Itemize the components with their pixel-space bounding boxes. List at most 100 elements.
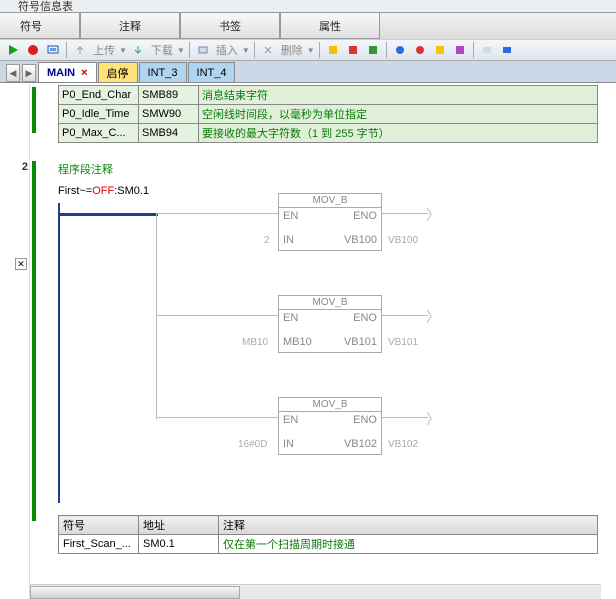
tool-c-icon[interactable] xyxy=(364,41,382,59)
table-row[interactable]: P0_Max_C...SMB94要接收的最大字符数（1 到 255 字节） xyxy=(59,124,598,143)
end-arrow-icon: 〉 xyxy=(426,409,440,429)
cell: SMW90 xyxy=(139,105,199,124)
horizontal-scrollbar[interactable] xyxy=(30,584,601,599)
tab-prev-icon[interactable]: ◀ xyxy=(6,64,20,82)
tool-g-icon[interactable] xyxy=(451,41,469,59)
wire xyxy=(382,315,428,316)
tab-property[interactable]: 属性 xyxy=(280,13,380,39)
separator xyxy=(473,42,474,58)
param-table: P0_End_CharSMB89消息结束字符 P0_Idle_TimeSMW90… xyxy=(58,85,598,143)
end-arrow-icon: 〉 xyxy=(426,205,440,225)
cell: P0_Max_C... xyxy=(59,124,139,143)
pin-eno: ENO xyxy=(353,414,377,426)
symbol-table: 符号 地址 注释 First_Scan_... SM0.1 仅在第一个扫描周期时… xyxy=(58,515,598,554)
delete-dropdown[interactable]: ▼ xyxy=(307,46,315,55)
col-header[interactable]: 注释 xyxy=(219,516,598,535)
file-tab-int3[interactable]: INT_3 xyxy=(139,62,187,82)
insert-dropdown[interactable]: ▼ xyxy=(242,46,250,55)
table-row[interactable]: First_Scan_... SM0.1 仅在第一个扫描周期时接通 xyxy=(59,535,598,554)
monitor-icon[interactable] xyxy=(44,41,62,59)
upload-dropdown[interactable]: ▼ xyxy=(119,46,127,55)
pin-in: IN xyxy=(283,234,294,246)
tool-h-icon[interactable] xyxy=(478,41,496,59)
table-header-row: 符号 地址 注释 xyxy=(59,516,598,535)
download-dropdown[interactable]: ▼ xyxy=(177,46,185,55)
toolbar: 上传 ▼ 下载 ▼ 插入 ▼ 删除 ▼ xyxy=(0,39,616,61)
cell: SMB89 xyxy=(139,86,199,105)
in-value: 2 xyxy=(264,235,270,246)
file-tab-main[interactable]: MAIN× xyxy=(38,62,97,82)
tab-symbol[interactable]: 符号 xyxy=(0,13,80,39)
upload-icon[interactable] xyxy=(71,41,89,59)
tool-b-icon[interactable] xyxy=(344,41,362,59)
play-icon[interactable] xyxy=(4,41,22,59)
table-row[interactable]: P0_End_CharSMB89消息结束字符 xyxy=(59,86,598,105)
table-row[interactable]: P0_Idle_TimeSMW90空闲线时间段，以毫秒为单位指定 xyxy=(59,105,598,124)
wire xyxy=(382,417,428,418)
title-strip: 符号信息表 xyxy=(0,0,616,13)
pin-eno: ENO xyxy=(353,210,377,222)
cell: 空闲线时间段，以毫秒为单位指定 xyxy=(199,105,598,124)
pin-in: IN xyxy=(283,438,294,450)
cell: SM0.1 xyxy=(139,535,219,554)
tool-i-icon[interactable] xyxy=(498,41,516,59)
tab-bookmark[interactable]: 书签 xyxy=(180,13,280,39)
file-tab-int4[interactable]: INT_4 xyxy=(188,62,236,82)
block-title: MOV_B xyxy=(279,398,381,412)
col-header[interactable]: 符号 xyxy=(59,516,139,535)
contact-addr: :SM0.1 xyxy=(114,185,149,197)
contact-text: First~= xyxy=(58,185,92,197)
instruction-block[interactable]: MOV_B ENENO MB10VB101 xyxy=(278,295,382,353)
tab-comment[interactable]: 注释 xyxy=(80,13,180,39)
pin-en: EN xyxy=(283,210,298,222)
separator xyxy=(319,42,320,58)
tab-next-icon[interactable]: ▶ xyxy=(22,64,36,82)
cell: 要接收的最大字符数（1 到 255 字节） xyxy=(199,124,598,143)
pin-en: EN xyxy=(283,414,298,426)
power-rail xyxy=(58,203,60,503)
wire xyxy=(60,213,158,216)
contact-off: OFF xyxy=(92,185,114,197)
instruction-block[interactable]: MOV_B ENENO INVB100 xyxy=(278,193,382,251)
scroll-thumb[interactable] xyxy=(30,586,240,599)
delete-label: 删除 xyxy=(279,42,305,58)
tool-d-icon[interactable] xyxy=(391,41,409,59)
insert-icon[interactable] xyxy=(194,41,212,59)
separator xyxy=(66,42,67,58)
cell: P0_End_Char xyxy=(59,86,139,105)
header-tab-row: 符号 注释 书签 属性 xyxy=(0,13,616,39)
title-label: 符号信息表 xyxy=(18,0,73,14)
cell: 消息结束字符 xyxy=(199,86,598,105)
ladder-diagram[interactable]: First~=OFF:SM0.1 MOV_B EN ENO IN VB100 2 〉… xyxy=(58,185,616,505)
wire xyxy=(156,213,278,214)
cell: 仅在第一个扫描周期时接通 xyxy=(219,535,598,554)
delete-icon[interactable] xyxy=(259,41,277,59)
pin-out: VB102 xyxy=(344,438,377,450)
file-tab-startstop[interactable]: 启停 xyxy=(98,62,138,82)
end-arrow-icon: 〉 xyxy=(426,307,440,327)
wire xyxy=(156,417,278,418)
pin-eno: ENO xyxy=(353,312,377,324)
in-value: MB10 xyxy=(242,337,268,348)
cell: First_Scan_... xyxy=(59,535,139,554)
pin-in: MB10 xyxy=(283,336,312,348)
collapse-icon[interactable]: ✕ xyxy=(15,258,27,270)
pin-en: EN xyxy=(283,312,298,324)
tool-a-icon[interactable] xyxy=(324,41,342,59)
network-comment[interactable]: 程序段注释 xyxy=(58,161,616,177)
record-icon[interactable] xyxy=(24,41,42,59)
tool-f-icon[interactable] xyxy=(431,41,449,59)
network-number: 2 xyxy=(14,161,28,173)
col-header[interactable]: 地址 xyxy=(139,516,219,535)
close-icon[interactable]: × xyxy=(81,67,87,79)
wire xyxy=(156,213,157,419)
file-tab-bar: ◀ ▶ MAIN× 启停 INT_3 INT_4 xyxy=(0,61,616,83)
instruction-block[interactable]: MOV_B EN ENO IN VB102 xyxy=(278,397,382,455)
wire xyxy=(382,213,428,214)
download-icon[interactable] xyxy=(129,41,147,59)
in-value: 16#0D xyxy=(238,439,267,450)
pin-out: VB101 xyxy=(344,336,377,348)
pin-out: VB100 xyxy=(344,234,377,246)
tool-e-icon[interactable] xyxy=(411,41,429,59)
contact-label: First~=OFF:SM0.1 xyxy=(58,185,149,197)
